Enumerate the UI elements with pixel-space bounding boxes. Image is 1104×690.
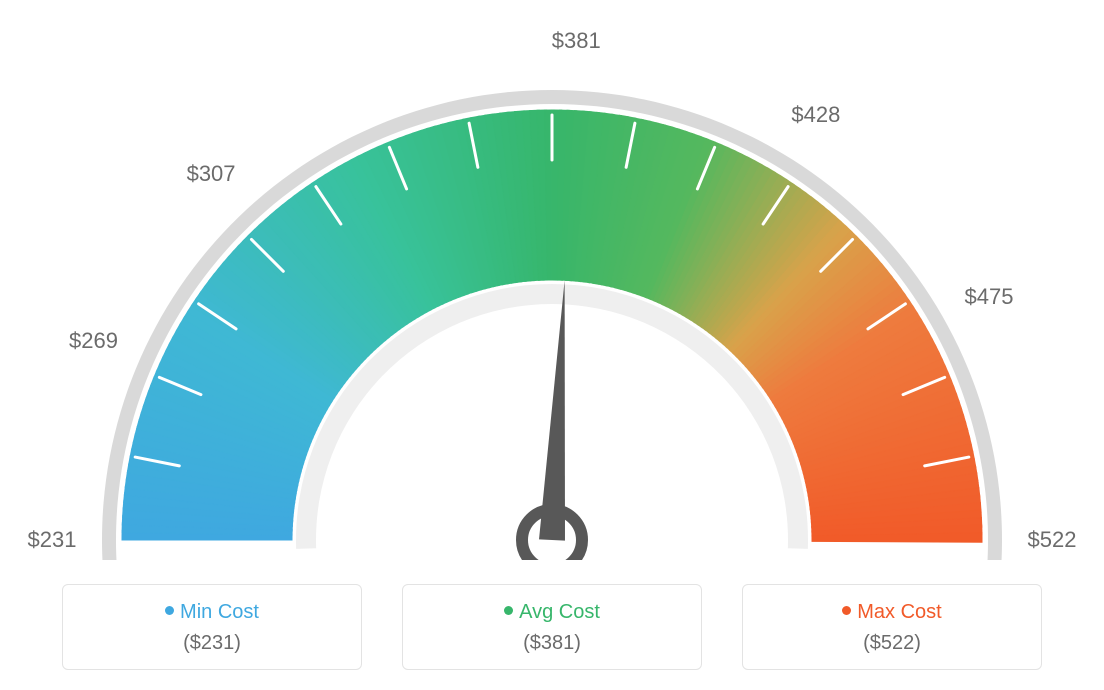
legend-value-min: ($231): [73, 632, 351, 655]
dot-icon: [165, 606, 174, 615]
legend-label: Avg Cost: [519, 601, 600, 623]
legend-card-avg: Avg Cost ($381): [402, 584, 702, 670]
legend-title-avg: Avg Cost: [413, 601, 691, 624]
gauge-tick-label: $522: [1028, 527, 1077, 553]
legend-row: Min Cost ($231) Avg Cost ($381) Max Cost…: [0, 584, 1104, 670]
legend-value-avg: ($381): [413, 632, 691, 655]
legend-value-max: ($522): [753, 632, 1031, 655]
legend-label: Min Cost: [180, 601, 259, 623]
gauge-tick-label: $269: [69, 328, 118, 354]
gauge-chart: $231 $269 $307 $381 $428 $475 $522: [0, 0, 1104, 560]
legend-card-min: Min Cost ($231): [62, 584, 362, 670]
dot-icon: [504, 606, 513, 615]
legend-card-max: Max Cost ($522): [742, 584, 1042, 670]
gauge-tick-label: $475: [965, 284, 1014, 310]
gauge-tick-label: $381: [552, 28, 601, 54]
gauge-tick-label: $428: [791, 102, 840, 128]
gauge-svg: [0, 0, 1104, 560]
gauge-tick-label: $307: [187, 161, 236, 187]
dot-icon: [842, 606, 851, 615]
legend-label: Max Cost: [857, 601, 941, 623]
legend-title-max: Max Cost: [753, 601, 1031, 624]
gauge-tick-label: $231: [28, 527, 77, 553]
legend-title-min: Min Cost: [73, 601, 351, 624]
